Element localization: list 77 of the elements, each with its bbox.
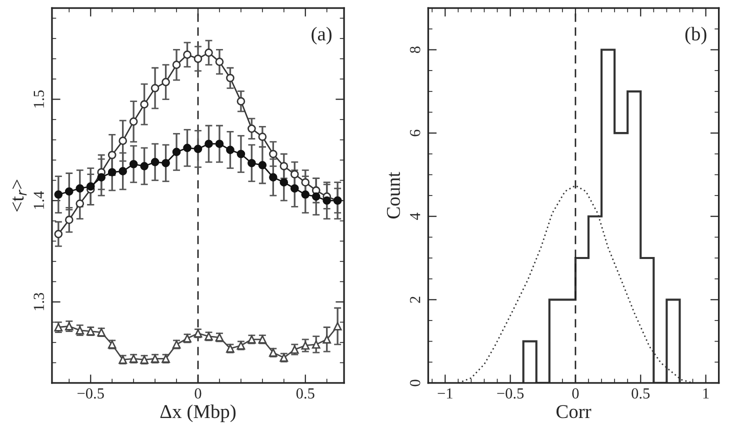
point: [269, 173, 278, 182]
point: [140, 162, 148, 170]
point: [236, 150, 246, 158]
point: [183, 50, 192, 59]
point: [248, 124, 256, 133]
y-tick-label: 4: [410, 212, 420, 220]
point: [236, 97, 246, 106]
point: [333, 322, 342, 330]
x-tick-label: −0.5: [78, 388, 104, 399]
y-tick-label: 1.4: [34, 191, 44, 209]
point: [215, 58, 224, 66]
point: [150, 158, 160, 166]
point: [86, 182, 95, 191]
x-tick-label: 0.5: [632, 388, 650, 399]
point: [258, 132, 267, 141]
point: [129, 160, 138, 168]
y-tick-label: 6: [410, 130, 420, 136]
point: [301, 341, 310, 350]
x-tick-label: 1: [703, 388, 709, 398]
y-tick-label: 8: [410, 46, 420, 53]
point: [162, 78, 170, 86]
point: [64, 187, 74, 196]
point: [280, 162, 288, 170]
y-tick-label: 0: [410, 380, 420, 386]
point: [150, 84, 160, 92]
point: [76, 199, 84, 208]
point: [76, 184, 84, 193]
point: [269, 150, 278, 158]
point: [183, 144, 192, 152]
point: [312, 192, 320, 201]
point: [97, 173, 106, 182]
x-tick-label: 0.5: [296, 388, 314, 399]
point: [226, 146, 234, 154]
y-tick-label: 2: [410, 296, 420, 303]
y-axis-title: <t$_{r}$>: [12, 180, 27, 212]
point: [172, 148, 181, 156]
point: [194, 144, 202, 154]
point: [118, 136, 128, 145]
point: [215, 140, 224, 148]
point: [140, 100, 148, 109]
point: [108, 150, 116, 160]
point: [280, 178, 288, 187]
x-tick-label: 0: [194, 388, 202, 399]
annotation: (b): [685, 26, 706, 44]
y-axis-title: Count: [386, 172, 400, 219]
point: [322, 335, 332, 344]
point: [204, 140, 213, 148]
point: [226, 74, 234, 82]
x-axis-title: Corr: [556, 405, 592, 418]
point: [194, 54, 202, 63]
point: [76, 326, 84, 334]
point: [108, 168, 116, 176]
point: [258, 160, 267, 170]
point: [290, 170, 299, 178]
point: [129, 117, 138, 126]
point: [322, 196, 332, 205]
point: [312, 340, 320, 349]
point: [248, 158, 256, 168]
x-tick-label: −1: [438, 388, 452, 398]
point: [54, 230, 63, 238]
point: [301, 178, 310, 187]
point: [162, 158, 170, 168]
point: [204, 48, 213, 57]
point: [172, 60, 181, 69]
point: [64, 216, 74, 224]
point: [54, 190, 63, 199]
x-axis-title: Δx (Mbp): [160, 404, 236, 422]
point: [54, 323, 63, 332]
point: [301, 190, 310, 199]
point: [64, 322, 74, 330]
point: [118, 167, 128, 176]
y-tick-label: 1.5: [34, 90, 44, 108]
y-tick-label: 1.3: [34, 292, 44, 310]
x-tick-label: 0: [572, 388, 579, 399]
point: [290, 184, 299, 193]
annotation: (a): [312, 26, 332, 44]
x-tick-label: −0.5: [497, 388, 524, 399]
